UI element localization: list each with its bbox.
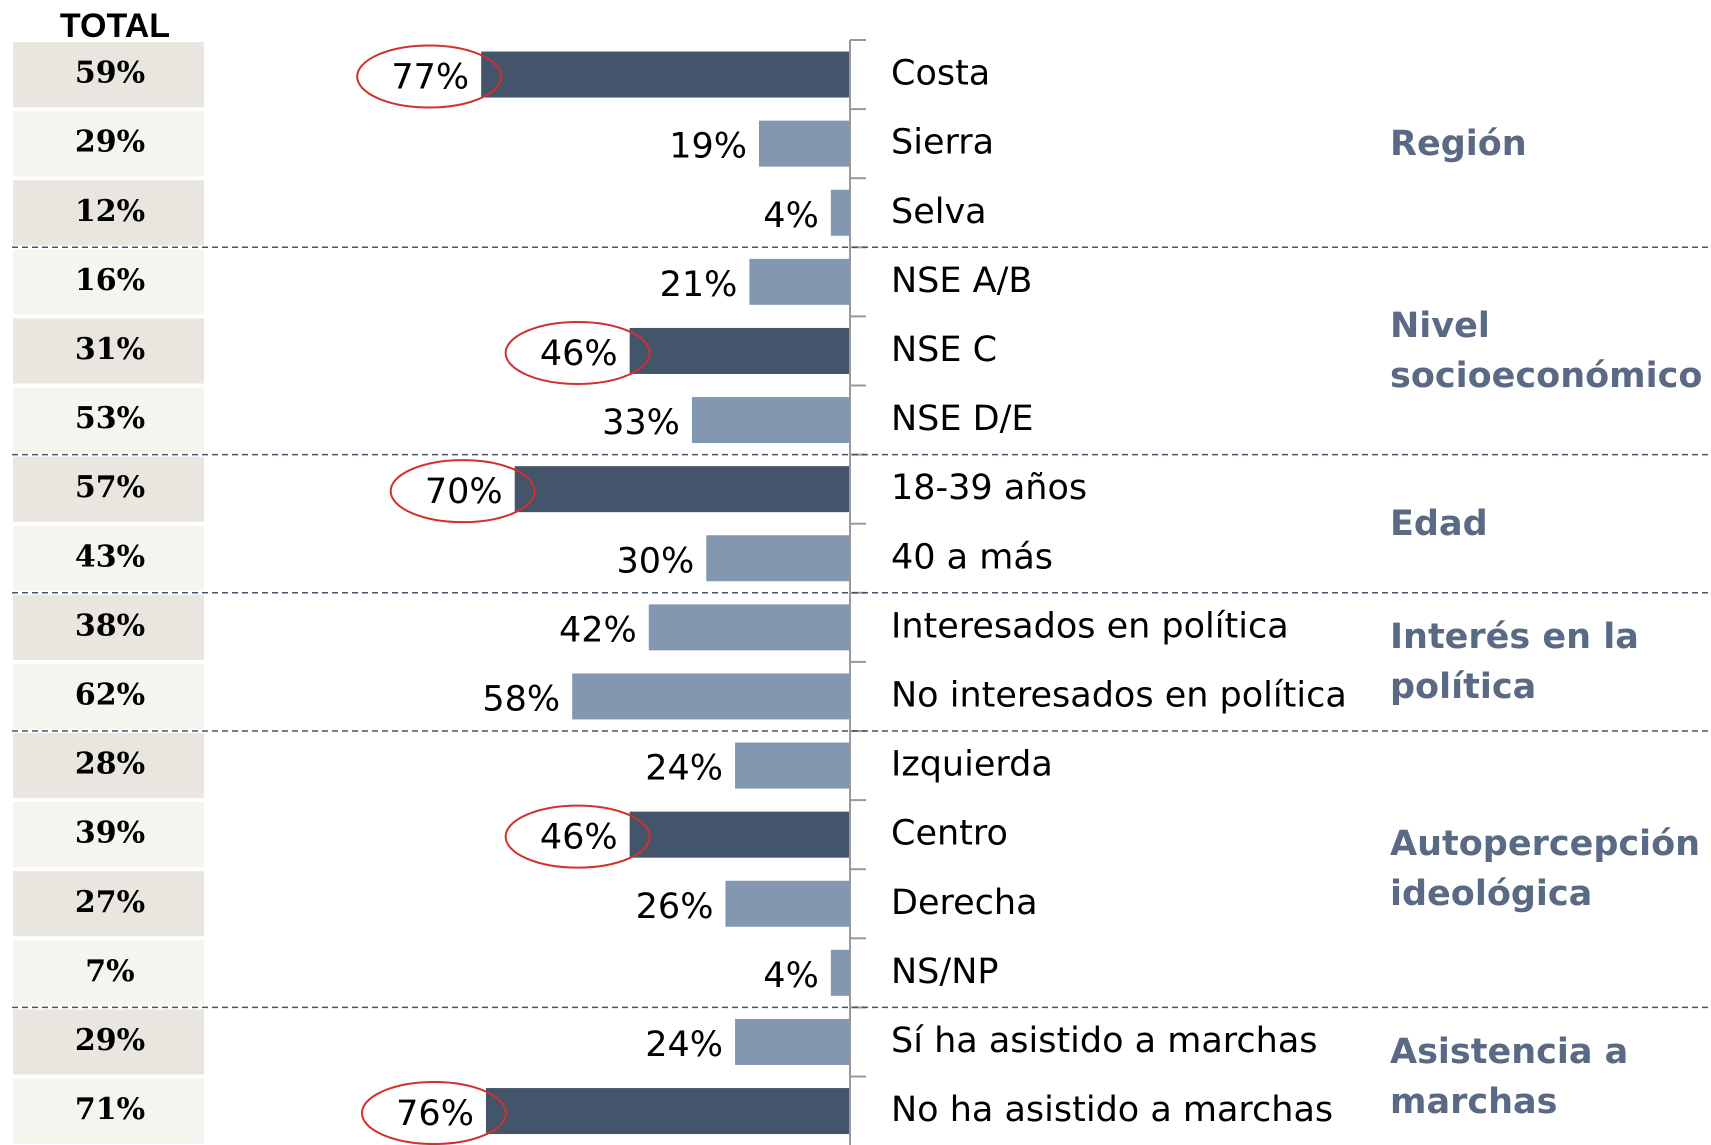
total-label: 29%	[75, 1023, 145, 1058]
bar	[514, 466, 850, 513]
value-label: 4%	[763, 956, 819, 996]
category-label: Interesados en política	[891, 606, 1289, 646]
category-label: Derecha	[891, 883, 1038, 923]
value-label: 26%	[636, 887, 714, 927]
value-label: 24%	[645, 1025, 723, 1065]
total-label: 28%	[75, 747, 145, 782]
category-label: 18-39 años	[891, 468, 1087, 508]
total-cell	[13, 111, 204, 177]
value-label: 76%	[396, 1094, 474, 1134]
category-label: NS/NP	[891, 952, 998, 992]
highlight-circle	[389, 459, 536, 524]
group-label: Asistencia a marchas	[1390, 1031, 1629, 1122]
total-label: 12%	[75, 194, 145, 229]
group-label: Edad	[1390, 503, 1488, 544]
total-cell	[13, 1009, 204, 1075]
category-label: NSE D/E	[891, 399, 1034, 439]
total-cell	[13, 871, 204, 937]
total-cell	[13, 180, 204, 246]
bar	[758, 120, 850, 167]
total-label: 59%	[75, 56, 145, 91]
category-label: Izquierda	[891, 745, 1053, 785]
value-label: 4%	[763, 196, 819, 236]
total-label: 43%	[75, 539, 145, 574]
total-cell	[13, 318, 204, 384]
bar	[648, 604, 850, 651]
total-label: 7%	[85, 954, 134, 989]
highlight-circle	[504, 320, 651, 385]
highlight-circle	[360, 1081, 507, 1145]
group-label: Nivel socioeconómico	[1390, 305, 1703, 396]
category-label: NSE A/B	[891, 261, 1032, 301]
total-cell	[13, 594, 204, 660]
group-label: Autopercepción ideológica	[1390, 824, 1701, 915]
total-cell	[13, 733, 204, 799]
bar	[629, 327, 850, 374]
bar	[706, 535, 850, 582]
bar	[735, 742, 850, 789]
total-cell	[13, 940, 204, 1006]
bar	[749, 258, 850, 305]
total-cell	[13, 387, 204, 453]
group-label: Región	[1390, 123, 1527, 164]
total-label: 57%	[75, 470, 145, 505]
value-label: 70%	[425, 472, 503, 512]
value-label: 21%	[660, 265, 738, 305]
highlight-circle	[356, 44, 503, 109]
bar	[691, 397, 850, 444]
total-label: 39%	[75, 816, 145, 851]
category-label: 40 a más	[891, 537, 1053, 577]
total-label: 27%	[75, 885, 145, 920]
category-label: Costa	[891, 54, 990, 94]
total-title: TOTAL	[60, 7, 170, 45]
value-label: 46%	[540, 818, 618, 858]
category-label: NSE C	[891, 330, 997, 370]
total-cell	[13, 525, 204, 591]
total-label: 53%	[75, 401, 145, 436]
total-cell	[13, 663, 204, 729]
total-cell	[13, 456, 204, 522]
bar	[485, 1088, 850, 1135]
total-label: 31%	[75, 332, 145, 367]
bar	[572, 673, 850, 720]
category-label: Sierra	[891, 123, 994, 163]
total-label: 38%	[75, 608, 145, 643]
total-cell	[13, 802, 204, 868]
category-label: No ha asistido a marchas	[891, 1090, 1333, 1130]
value-label: 42%	[559, 610, 637, 650]
highlight-circle	[504, 804, 651, 869]
group-label: Interés en la política	[1390, 616, 1639, 707]
bar	[629, 811, 850, 858]
value-label: 58%	[482, 679, 560, 719]
category-label: No interesados en política	[891, 675, 1347, 715]
value-label: 30%	[617, 541, 695, 581]
value-label: 24%	[645, 749, 723, 789]
value-label: 19%	[669, 127, 747, 167]
total-label: 16%	[75, 263, 145, 298]
bar	[830, 949, 850, 996]
bar	[830, 189, 850, 236]
total-label: 62%	[75, 677, 145, 712]
total-label: 71%	[75, 1092, 145, 1127]
value-label: 77%	[391, 58, 469, 98]
value-label: 46%	[540, 334, 618, 374]
total-cell	[13, 249, 204, 315]
value-label: 33%	[602, 403, 680, 443]
total-label: 29%	[75, 125, 145, 160]
total-cell	[13, 1078, 204, 1144]
total-cell	[13, 42, 204, 108]
category-label: Centro	[891, 814, 1008, 854]
bar	[735, 1018, 850, 1065]
category-label: Selva	[891, 192, 987, 232]
bar	[481, 51, 850, 98]
bar	[725, 880, 850, 927]
category-label: Sí ha asistido a marchas	[891, 1021, 1318, 1061]
